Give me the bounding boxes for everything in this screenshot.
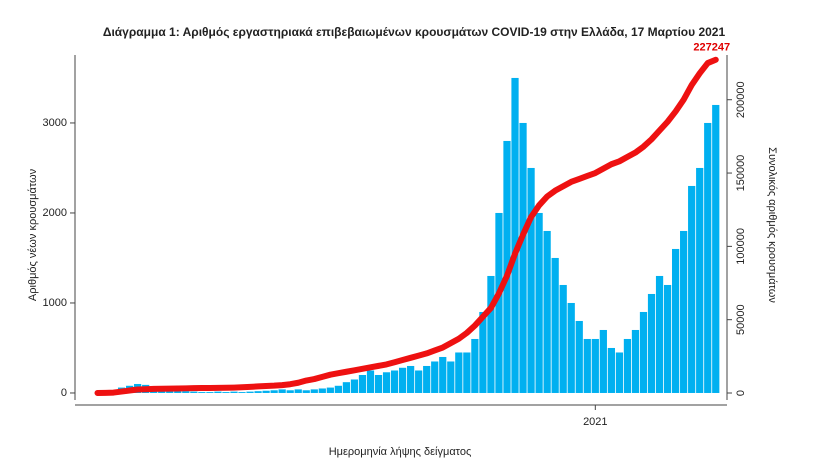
bar [471,338,479,393]
bar [599,329,607,393]
bar [455,352,463,393]
y-tick-label: 3000 [43,117,67,129]
bar [182,391,190,393]
bar [680,230,688,393]
bar [238,392,246,393]
bar [479,311,487,393]
bar [663,284,672,393]
bar [655,275,664,393]
bar [583,338,591,393]
bar [270,390,278,393]
bar [286,390,294,393]
y2-tick-label: 0 [735,390,747,396]
bar [615,352,624,393]
y-axis-label: Αριθμός νέων κρουσμάτων [27,168,39,301]
bar [423,365,431,393]
y2-tick-label: 150000 [735,155,747,192]
bar [431,361,439,393]
bar [567,302,575,393]
y-tick-label: 1000 [43,297,67,309]
cumulative-line [94,56,719,397]
bar [407,365,415,393]
bar [639,311,648,393]
bar [447,361,455,393]
x-axis-label: Ημερομηνία λήψης δείγματος [329,446,472,458]
bar [591,338,599,393]
bar [543,230,551,393]
bar [206,392,214,393]
bar [302,390,310,393]
bar [551,257,559,393]
bar [310,389,318,393]
bar [495,212,503,393]
bar [342,382,351,393]
y2-tick-label: 100000 [735,228,747,265]
bar [382,372,391,393]
y2-tick-label: 50000 [735,304,747,335]
bar [463,352,471,393]
bar [535,212,543,393]
bar [511,77,519,393]
bar [350,379,359,393]
annotation: 227247 [693,42,730,54]
bar [222,392,230,393]
bar [415,370,423,393]
bar [318,388,326,393]
bar [326,387,334,393]
bar [198,392,206,393]
bar [254,391,262,393]
bar [559,284,567,393]
bar [607,347,615,393]
bar [519,122,527,393]
bar [647,293,656,393]
x-tick-label: 2021 [583,416,607,428]
bar [262,390,270,393]
bar [278,389,286,393]
y2-axis-label: Συνολικός αριθμός κρουσμάτων [766,147,778,303]
bar [374,374,383,393]
bar [623,338,632,393]
bar [334,385,342,393]
y2-tick-label: 200000 [735,81,747,118]
bar [631,329,640,393]
bar [704,122,712,393]
bar [712,104,720,393]
bar [246,391,254,393]
bar [696,167,704,393]
bar [214,391,222,393]
bar [358,374,367,393]
bar [575,320,583,393]
bar [174,390,182,393]
bar [398,367,407,393]
bar [190,391,198,393]
bar [527,167,535,393]
chart-title: Διάγραμμα 1: Αριθμός εργαστηριακά επιβεβ… [103,25,726,39]
bar [439,356,447,393]
bar [230,391,238,393]
bar [366,370,375,393]
bar [487,275,495,393]
bar [671,248,680,393]
bar [390,370,399,393]
bar [688,185,696,393]
y-tick-label: 0 [61,387,67,399]
y-tick-label: 2000 [43,207,67,219]
bar [294,389,302,393]
